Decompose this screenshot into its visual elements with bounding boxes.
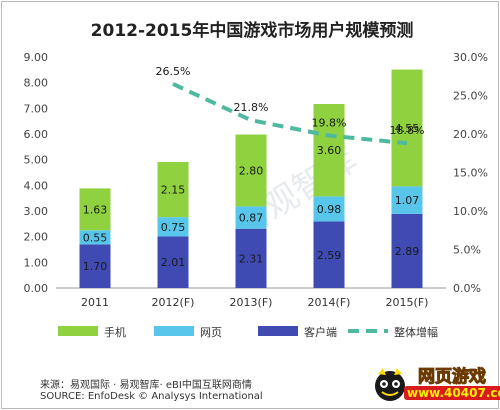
- bar-segment: [313, 196, 345, 222]
- legend-swatch: [154, 326, 194, 336]
- y2-tick-label: 0.0%: [453, 282, 481, 295]
- y2-tick-label: 10.0%: [453, 205, 488, 218]
- bar-labels: 1.70 0.55 1.63 2.01 0.75 2.15 2.31 0.87 2.80 2.59…: [83, 122, 420, 273]
- x-tick-label: 2015(F): [386, 296, 429, 309]
- badge-title: 网页游戏: [418, 367, 487, 388]
- growth-value-label: 21.8%: [234, 101, 269, 114]
- growth-series-line: [172, 82, 408, 146]
- bars: [79, 69, 423, 288]
- y-tick-label: 3.00: [24, 205, 49, 218]
- bar-value-label: 2.31: [239, 252, 264, 265]
- bar-value-label: 0.98: [317, 203, 342, 216]
- bar-segment: [79, 230, 111, 245]
- y-tick-label: 2.00: [24, 231, 49, 244]
- bar-segment: [157, 217, 189, 237]
- legend-label: 客户端: [304, 325, 337, 339]
- source-cn: 来源：易观国际 · 易观智库· eBI中国互联网商情: [40, 380, 252, 391]
- bar-segment: [313, 221, 345, 288]
- growth-line: 26.5% 21.8% 19.8% 18.8%: [156, 65, 425, 146]
- bar-value-label: 0.75: [161, 221, 186, 234]
- x-tick-label: 2011: [81, 296, 109, 309]
- y2-tick-label: 5.0%: [453, 244, 481, 257]
- bar-segment: [391, 69, 423, 187]
- y-tick-label: 1.00: [24, 256, 49, 269]
- growth-value-label: 26.5%: [156, 65, 191, 78]
- y-tick-label: 7.00: [24, 102, 49, 115]
- bar-value-label: 0.55: [83, 231, 108, 244]
- y-tick-label: 0.00: [24, 282, 49, 295]
- bar-value-label: 0.87: [239, 212, 264, 225]
- y2-tick-label: 30.0%: [453, 51, 488, 64]
- y-tick-label: 8.00: [24, 77, 49, 90]
- bar-segment: [313, 103, 345, 197]
- y-tick-label: 9.00: [24, 51, 49, 64]
- bar-value-label: 2.15: [161, 184, 186, 197]
- x-tick-label: 2013(F): [230, 296, 273, 309]
- chart-title: 2012-2015年中国游戏市场用户规模预测: [91, 20, 414, 41]
- axes: 0.00 1.00 2.00 3.00 4.00 5.00 6.00 7.00 8.00 9.00…: [24, 51, 488, 309]
- y-tick-label: 6.00: [24, 128, 49, 141]
- bar-segment: [157, 161, 189, 218]
- legend-swatch: [258, 326, 298, 336]
- legend-label: 网页: [200, 326, 222, 339]
- source-en: SOURCE: EnfoDesk © Analysys Internationa…: [40, 391, 263, 402]
- site-badge: 网页游戏 www.40407.com: [368, 358, 500, 408]
- y2-tick-label: 25.0%: [453, 90, 488, 103]
- legend-label: 手机: [104, 325, 126, 339]
- growth-value-label: 19.8%: [312, 117, 347, 130]
- legend: 手机 网页 客户端 整体增幅: [58, 325, 438, 339]
- bar-value-label: 1.70: [83, 260, 108, 273]
- bar-segment: [235, 206, 267, 229]
- mascot-icon: [375, 368, 405, 401]
- legend-label: 整体增幅: [394, 325, 438, 339]
- bar-value-label: 1.63: [83, 203, 108, 216]
- bar-segment: [391, 213, 423, 288]
- x-tick-label: 2012(F): [152, 296, 195, 309]
- bar-value-label: 1.07: [395, 194, 420, 207]
- y2-tick-label: 20.0%: [453, 128, 488, 141]
- x-tick-label: 2014(F): [308, 296, 351, 309]
- legend-swatch: [58, 326, 98, 336]
- bar-value-label: 2.59: [317, 249, 342, 262]
- bar-value-label: 2.01: [161, 256, 186, 269]
- growth-value-label: 18.8%: [390, 124, 425, 137]
- bar-segment: [235, 228, 267, 288]
- y2-tick-label: 15.0%: [453, 167, 488, 180]
- bar-segment: [157, 236, 189, 288]
- bar-segment: [235, 134, 267, 207]
- y-tick-label: 5.00: [24, 154, 49, 167]
- bar-value-label: 2.89: [395, 245, 420, 258]
- bar-value-label: 4.55: [395, 122, 420, 135]
- badge-url: www.40407.com: [404, 386, 500, 400]
- bar-segment: [79, 244, 111, 288]
- bar-value-label: 3.60: [317, 144, 342, 157]
- y-tick-label: 4.00: [24, 179, 49, 192]
- bar-segment: [391, 186, 423, 214]
- bar-value-label: 2.80: [239, 164, 264, 177]
- bar-segment: [79, 188, 111, 231]
